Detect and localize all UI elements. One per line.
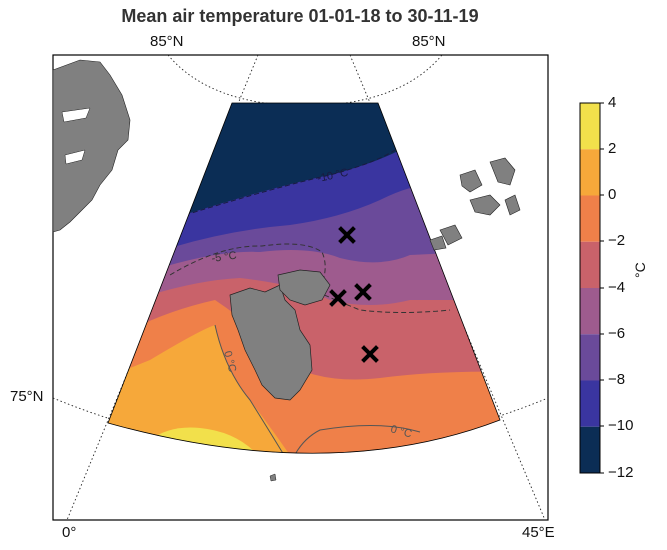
x-mark-icon <box>354 283 372 301</box>
colorbar-band <box>580 288 600 335</box>
colorbar-ticks <box>600 102 604 474</box>
colorbar-tick-label: −12 <box>608 464 634 481</box>
greenland-landmass <box>52 59 131 233</box>
colorbar-tick-label: 2 <box>608 140 617 157</box>
colorbar-tick-label: 0 <box>608 186 617 203</box>
franz-josef-land <box>429 157 521 251</box>
colorbar-tick-label: −4 <box>608 279 626 296</box>
x-mark-icon <box>361 345 379 363</box>
colorbar-tick-label: −2 <box>608 232 626 249</box>
colorbar-tick-label: 4 <box>608 94 617 111</box>
colorbar-band <box>580 103 600 150</box>
sector-outline <box>107 102 501 454</box>
colorbar-band <box>580 426 600 473</box>
colorbar-band <box>580 195 600 242</box>
contour-label-minus5: -5 °C <box>211 250 238 265</box>
colorbar-band <box>580 149 600 196</box>
colorbar-tick-label: −10 <box>608 417 634 434</box>
colorbar-band <box>580 380 600 427</box>
contour-label-zero-a: 0 °C <box>221 350 238 374</box>
x-mark-icon <box>338 226 356 244</box>
colorbar-band <box>580 241 600 288</box>
colorbar-unit-label: °C <box>632 262 648 278</box>
graticule-label-top-left: 85°N <box>150 33 184 50</box>
station-markers <box>329 226 379 363</box>
graticule-label-top-right: 85°N <box>412 33 446 50</box>
graticule-label-bottom-left: 0° <box>62 524 77 541</box>
x-mark-icon <box>329 289 347 307</box>
graticule-label-left: 75°N <box>10 388 44 405</box>
colorbar <box>580 103 600 473</box>
colorbar-band <box>580 334 600 381</box>
colorbar-tick-label: −8 <box>608 371 626 388</box>
graticule-label-bottom-right: 45°E <box>522 524 555 541</box>
contour-label-zero-b: 0 °C <box>389 423 413 440</box>
temperature-field <box>108 103 500 454</box>
map-title: Mean air temperature 01-01-18 to 30-11-1… <box>121 6 479 26</box>
nordaustlandet-landmass <box>277 269 331 306</box>
svalbard-landmass <box>229 284 313 401</box>
colorbar-tick-label: −6 <box>608 325 626 342</box>
